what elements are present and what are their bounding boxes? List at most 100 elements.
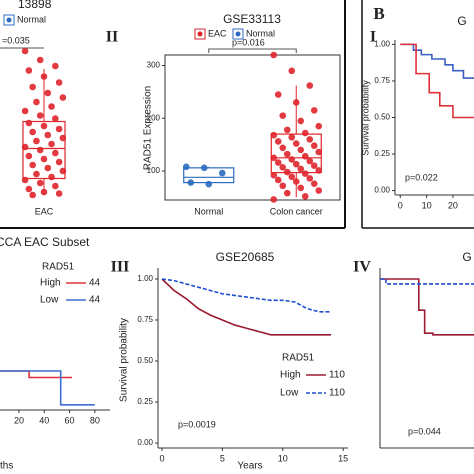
panel-label: II [106,29,118,46]
panel-label: III [111,259,130,276]
data-point [288,133,296,141]
y-tick-label: 1.00 [137,274,153,283]
y-tick-label: 1.00 [374,39,390,48]
x-tick-label: 20 [14,415,24,425]
data-point [301,129,309,137]
title: CCA EAC Subset [0,235,90,249]
data-point [315,187,323,194]
y-tick-label: 200 [147,113,161,122]
data-point [55,79,63,86]
x-tick-label: 10 [422,200,432,210]
data-point [279,164,287,171]
y-tick-label: 300 [147,61,161,70]
data-point [283,150,291,158]
data-point [40,188,48,196]
x-tick-label: 20 [448,200,458,210]
data-point [301,193,309,200]
data-point [48,103,55,110]
data-point [288,67,296,75]
x-tick-label: 5 [220,453,225,463]
survival-curve [0,370,95,406]
data-point [52,115,59,122]
data-point [29,161,36,169]
data-point [33,170,40,178]
legend-dot [197,31,203,37]
box [183,167,235,184]
title: GSE33113 [223,12,281,26]
x-label: Years [237,461,262,472]
data-point [315,122,323,130]
y-tick-label: 0.50 [137,356,153,365]
data-point [44,89,52,97]
title: 13898 [18,0,52,11]
data-point [218,169,226,177]
data-point [25,152,33,160]
data-point [283,189,291,197]
data-point [292,99,300,106]
significance-bracket [208,48,297,53]
data-point [297,117,305,125]
x-tick-label: 15 [338,453,348,463]
legend-label: Low [280,388,299,399]
p-value: p=0.022 [405,172,438,182]
x-tick-label: 40 [39,415,49,425]
data-point [25,185,33,193]
y-tick-label: 0.75 [374,76,390,85]
data-point [48,140,55,148]
data-point [36,146,44,154]
data-point [270,196,278,203]
data-point [33,98,40,106]
legend-title: RAD51 [42,262,75,273]
data-point [310,107,318,114]
data-point [205,180,213,188]
data-point [297,184,305,192]
legend-count: 110 [329,370,345,381]
data-point [29,191,36,199]
data-point [310,180,318,187]
legend-dot [235,31,241,37]
legend-count: 44 [89,278,101,289]
data-point [36,179,44,187]
p-value: =0.035 [2,35,30,45]
x-tick-label: Normal [194,206,223,216]
y-tick-label: 0.00 [374,186,390,195]
y-tick-label: 0.25 [374,149,390,158]
data-point [306,82,314,89]
data-point [55,158,63,166]
legend-label: High [280,370,301,381]
data-point [270,171,278,179]
y-tick-label: 100 [147,166,161,175]
data-point [52,149,59,157]
x-label: ths [0,461,13,472]
x-tick-label: 0 [159,453,164,463]
data-point [288,173,296,181]
p-value: p=0.016 [232,37,265,47]
data-point [59,94,67,101]
y-label: Survival probability [360,80,370,156]
data-point [44,131,52,139]
data-point [25,119,33,127]
data-point [283,126,291,134]
data-point [33,137,40,145]
data-point [279,112,287,119]
data-point [52,182,59,190]
data-point [25,67,33,74]
title: G [462,250,471,264]
data-point [36,56,44,64]
data-point [36,112,44,119]
data-point [274,176,282,184]
legend-label: Normal [246,28,275,38]
data-point [21,107,29,115]
data-point [52,62,59,70]
x-tick-label: 10 [278,453,288,463]
data-point [292,178,300,185]
plot-frame [164,54,341,201]
data-point [310,162,318,170]
data-point [40,122,48,130]
y-tick-label: 0.50 [374,113,390,122]
y-label: Survival probability [119,318,130,402]
x-tick-label: 80 [90,415,100,425]
x-tick-label: Colon cancer [270,206,323,216]
